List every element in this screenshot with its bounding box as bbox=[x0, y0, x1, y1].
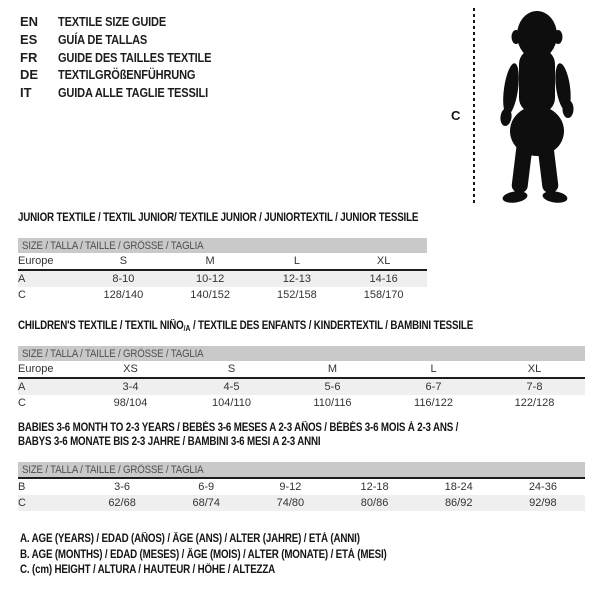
size-table-section: CHILDREN'S TEXTILE / TEXTIL NIÑO/A / TEX… bbox=[18, 319, 585, 411]
language-row: FR GUIDE DES TAILLES TEXTILE bbox=[20, 48, 238, 66]
size-header-row: SIZE / TALLA / TAILLE / GRÖSSE / TAGLIA bbox=[18, 346, 585, 361]
size-value: 158/170 bbox=[363, 289, 404, 301]
row-label: A bbox=[18, 377, 80, 395]
row-label: C bbox=[18, 397, 26, 409]
size-header-cell: SIZE / TALLA / TAILLE / GRÖSSE / TAGLIA bbox=[18, 346, 585, 361]
size-value: XS bbox=[123, 363, 138, 375]
footnote: A. AGE (YEARS) / EDAD (AÑOS) / ÂGE (ANS)… bbox=[20, 533, 360, 545]
row-label: C bbox=[18, 495, 80, 511]
footnote: B. AGE (MONTHS) / EDAD (MESES) / ÂGE (MO… bbox=[20, 548, 387, 561]
size-table-section: JUNIOR TEXTILE / TEXTIL JUNIOR/ TEXTILE … bbox=[18, 211, 489, 303]
size-value: 98/104 bbox=[113, 397, 148, 409]
size-value: 3-4 bbox=[80, 377, 181, 395]
size-value: 12-18 bbox=[332, 477, 417, 495]
size-value: 128/140 bbox=[103, 289, 144, 301]
size-value: 104/110 bbox=[212, 397, 251, 409]
language-code: EN bbox=[20, 14, 39, 30]
size-value: S bbox=[227, 363, 236, 375]
size-value: M bbox=[205, 255, 215, 267]
size-table: SIZE / TALLA / TAILLE / GRÖSSE / TAGLIA E… bbox=[18, 346, 585, 411]
table-title: BABIES 3-6 MONTH TO 2-3 YEARS / BEBÉS 3-… bbox=[18, 421, 585, 449]
size-value: 92/98 bbox=[500, 495, 585, 511]
footnote: C. (cm) HEIGHT / ALTURA / HAUTEUR / HÖHE… bbox=[20, 564, 276, 576]
language-row: EN TEXTILE SIZE GUIDE bbox=[20, 13, 238, 31]
language-row: DE TEXTILGRÖßENFÜHRUNG bbox=[20, 66, 238, 84]
size-value: 24-36 bbox=[500, 477, 585, 495]
size-value: 6-7 bbox=[383, 377, 484, 395]
size-value: 152/158 bbox=[276, 289, 317, 301]
baby-silhouette-icon bbox=[500, 11, 574, 203]
size-value: 7-8 bbox=[484, 377, 585, 395]
size-value: 116/122 bbox=[414, 397, 453, 409]
size-header-row: SIZE / TALLA / TAILLE / GRÖSSE / TAGLIA bbox=[18, 238, 427, 253]
size-value: L bbox=[430, 363, 437, 375]
size-header-row: SIZE / TALLA / TAILLE / GRÖSSE / TAGLIA bbox=[18, 462, 585, 478]
size-header-cell: SIZE / TALLA / TAILLE / GRÖSSE / TAGLIA bbox=[18, 238, 427, 253]
size-value: 14-16 bbox=[340, 269, 427, 287]
language-code: DE bbox=[20, 67, 39, 83]
table-title: CHILDREN'S TEXTILE / TEXTIL NIÑO/A / TEX… bbox=[18, 319, 585, 333]
table-row: B 3-6 6-9 9-12 12-18 18-24 24-36 bbox=[18, 477, 585, 495]
size-header-cell: SIZE / TALLA / TAILLE / GRÖSSE / TAGLIA bbox=[18, 462, 585, 478]
size-value: 9-12 bbox=[248, 477, 333, 495]
language-row: IT GUIDA ALLE TAGLIE TESSILI bbox=[20, 84, 238, 102]
size-value: 3-6 bbox=[80, 477, 165, 495]
language-label: GUIDE DES TAILLES TEXTILE bbox=[58, 49, 212, 65]
table-row: A 8-10 10-12 12-13 14-16 bbox=[18, 269, 427, 287]
language-label: TEXTILE SIZE GUIDE bbox=[58, 14, 167, 30]
size-value: L bbox=[293, 255, 300, 267]
size-value: 12-13 bbox=[253, 269, 341, 287]
size-value: XL bbox=[527, 363, 542, 375]
size-value: 10-12 bbox=[166, 269, 254, 287]
size-value: 6-9 bbox=[164, 477, 249, 495]
language-code: IT bbox=[20, 85, 32, 101]
table-row: A 3-4 4-5 5-6 6-7 7-8 bbox=[18, 377, 585, 395]
row-label: Europe bbox=[18, 363, 54, 375]
language-label: GUÍA DE TALLAS bbox=[58, 32, 148, 48]
size-table-section: BABIES 3-6 MONTH TO 2-3 YEARS / BEBÉS 3-… bbox=[18, 421, 585, 511]
table-row: Europe S M L XL bbox=[18, 253, 427, 270]
table-title-line: BABYS 3-6 MONATE BIS 2-3 JAHRE / BAMBINI… bbox=[18, 436, 321, 448]
size-value: 62/68 bbox=[80, 495, 165, 511]
size-value: 110/116 bbox=[313, 397, 352, 409]
size-table: SIZE / TALLA / TAILLE / GRÖSSE / TAGLIA B… bbox=[18, 462, 585, 511]
size-table: SIZE / TALLA / TAILLE / GRÖSSE / TAGLIA E… bbox=[18, 238, 427, 303]
row-label: A bbox=[18, 269, 80, 287]
language-code: FR bbox=[20, 49, 38, 65]
height-measure-line bbox=[473, 8, 475, 206]
table-title-line: JUNIOR TEXTILE / TEXTIL JUNIOR/ TEXTILE … bbox=[18, 212, 419, 224]
size-value: 18-24 bbox=[416, 477, 501, 495]
language-code: ES bbox=[20, 32, 38, 48]
notes-list: A. AGE (YEARS) / EDAD (AÑOS) / ÂGE (ANS)… bbox=[20, 533, 451, 580]
size-value: 68/74 bbox=[164, 495, 249, 511]
size-value: 122/128 bbox=[514, 397, 555, 409]
table-title-line: BABIES 3-6 MONTH TO 2-3 YEARS / BEBÉS 3-… bbox=[18, 422, 459, 434]
size-value: 74/80 bbox=[248, 495, 333, 511]
size-value: 5-6 bbox=[282, 377, 383, 395]
table-title: JUNIOR TEXTILE / TEXTIL JUNIOR/ TEXTILE … bbox=[18, 211, 489, 225]
size-value: XL bbox=[376, 255, 391, 267]
size-value: M bbox=[327, 363, 338, 375]
height-measure-label: C bbox=[451, 108, 461, 123]
language-list: EN TEXTILE SIZE GUIDE ES GUÍA DE TALLAS FR GU… bbox=[20, 13, 238, 101]
language-row: ES GUÍA DE TALLAS bbox=[20, 31, 238, 49]
row-label: Europe bbox=[18, 255, 54, 267]
size-value: 80/86 bbox=[332, 495, 417, 511]
table-title-line: CHILDREN'S TEXTILE / TEXTIL NIÑO/A / TEX… bbox=[18, 320, 474, 333]
size-value: 8-10 bbox=[80, 269, 167, 287]
language-label: TEXTILGRÖßENFÜHRUNG bbox=[58, 67, 196, 83]
size-value: 140/152 bbox=[190, 289, 230, 301]
table-row: Europe XS S M L XL bbox=[18, 361, 585, 378]
table-row: C 98/104 104/110 110/116 116/122 122/128 bbox=[18, 395, 585, 411]
size-value: S bbox=[119, 255, 128, 267]
row-label: C bbox=[18, 289, 26, 301]
table-row: C 128/140 140/152 152/158 158/170 bbox=[18, 287, 427, 303]
row-label: B bbox=[18, 477, 80, 495]
table-row: C 62/68 68/74 74/80 80/86 86/92 92/98 bbox=[18, 495, 585, 511]
language-label: GUIDA ALLE TAGLIE TESSILI bbox=[58, 85, 209, 101]
size-value: 4-5 bbox=[181, 377, 282, 395]
size-value: 86/92 bbox=[416, 495, 501, 511]
